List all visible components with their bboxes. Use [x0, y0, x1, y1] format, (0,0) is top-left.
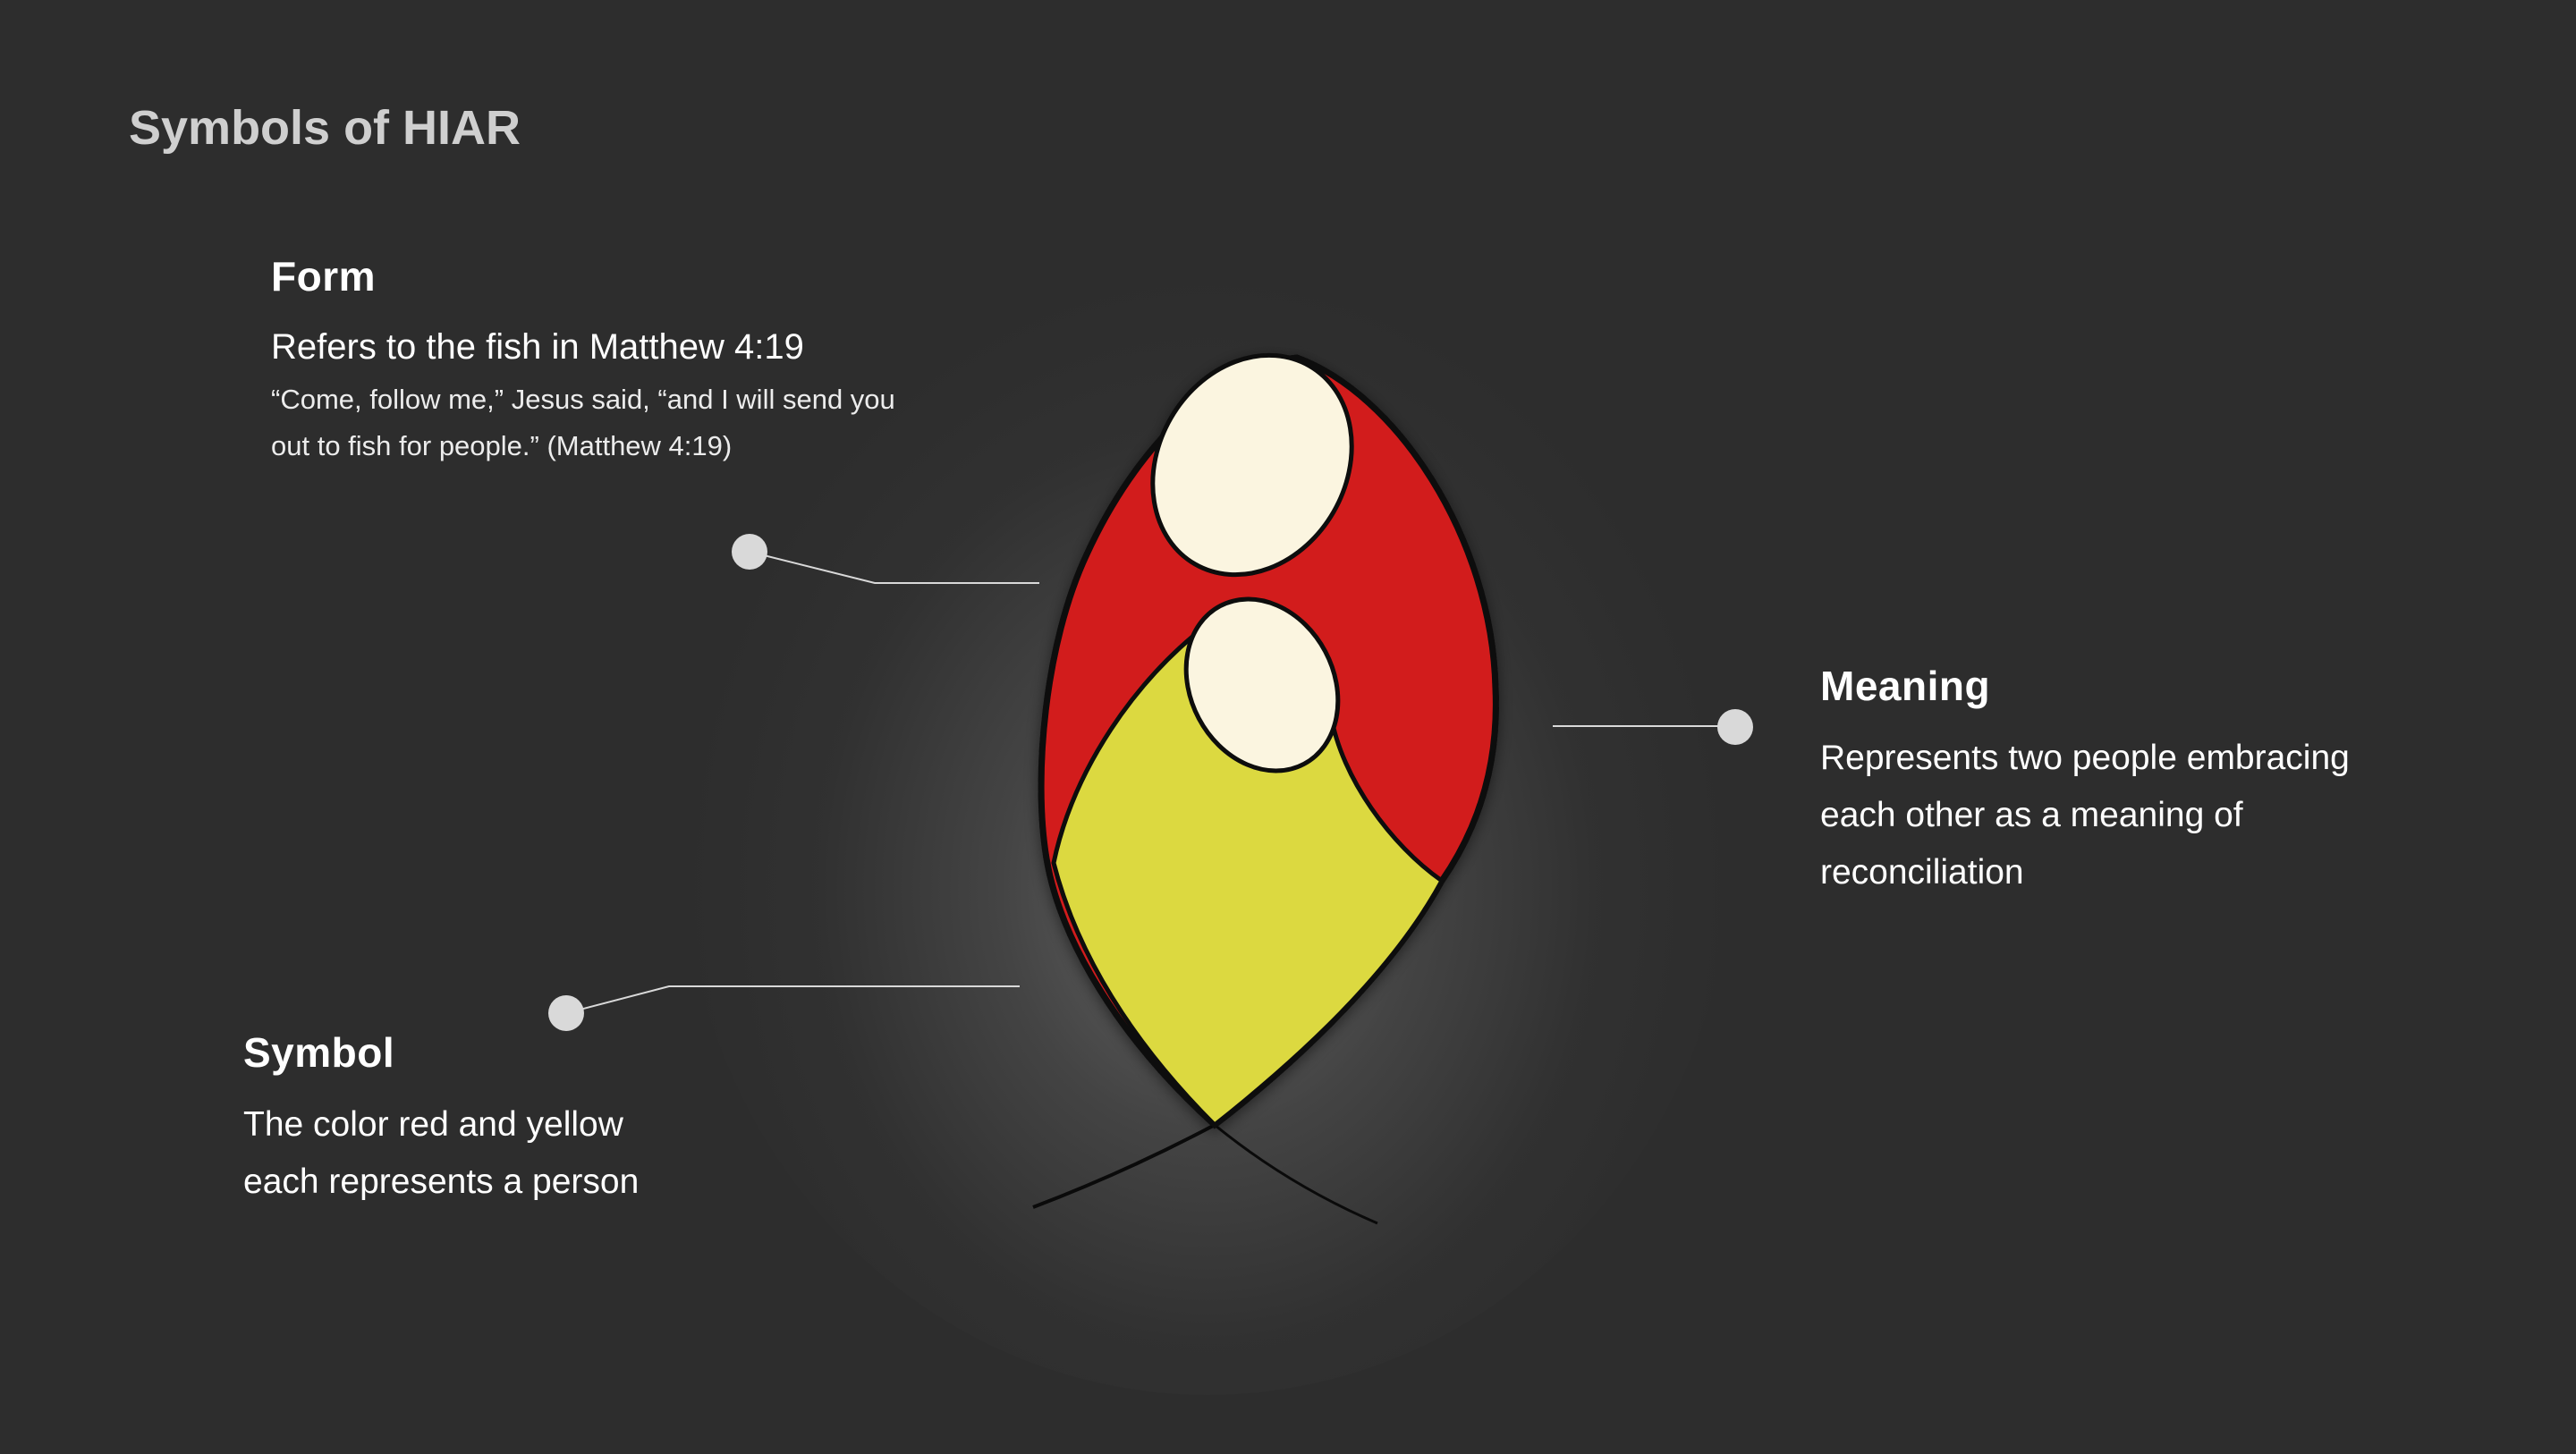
- red-person-head: [1150, 352, 1354, 578]
- symbol-heading: Symbol: [243, 1029, 395, 1076]
- meaning-callout-dot: [1717, 709, 1753, 745]
- form-callout-line: [749, 551, 1039, 584]
- symbol-text: The color red and yellow each represents…: [243, 1105, 640, 1201]
- symbol-callout-line: [565, 985, 1020, 1014]
- symbol-section: Symbol The color red and yellow each rep…: [243, 1028, 744, 1211]
- symbol-callout: [548, 985, 1020, 1031]
- meaning-text: Represents two people embracing each oth…: [1820, 739, 2350, 892]
- form-callout-dot: [732, 534, 767, 570]
- symbol-callout-dot: [548, 995, 584, 1031]
- form-section: Form Refers to the fish in Matthew 4:19 …: [271, 252, 951, 469]
- page-title: Symbols of HIAR: [129, 101, 521, 155]
- yellow-person-head: [1183, 596, 1341, 773]
- fish-tail-left: [1032, 1123, 1216, 1209]
- form-quote: “Come, follow me,” Jesus said, “and I wi…: [271, 384, 895, 461]
- meaning-callout: [1553, 709, 1753, 745]
- fish-body: [1038, 352, 1499, 1129]
- meaning-heading: Meaning: [1820, 663, 1991, 709]
- meaning-section: Meaning Represents two people embracing …: [1820, 662, 2446, 901]
- form-callout: [732, 534, 1039, 584]
- fish-tail-right: [1214, 1123, 1378, 1225]
- form-heading: Form: [271, 253, 376, 300]
- form-subtitle: Refers to the fish in Matthew 4:19: [271, 327, 804, 367]
